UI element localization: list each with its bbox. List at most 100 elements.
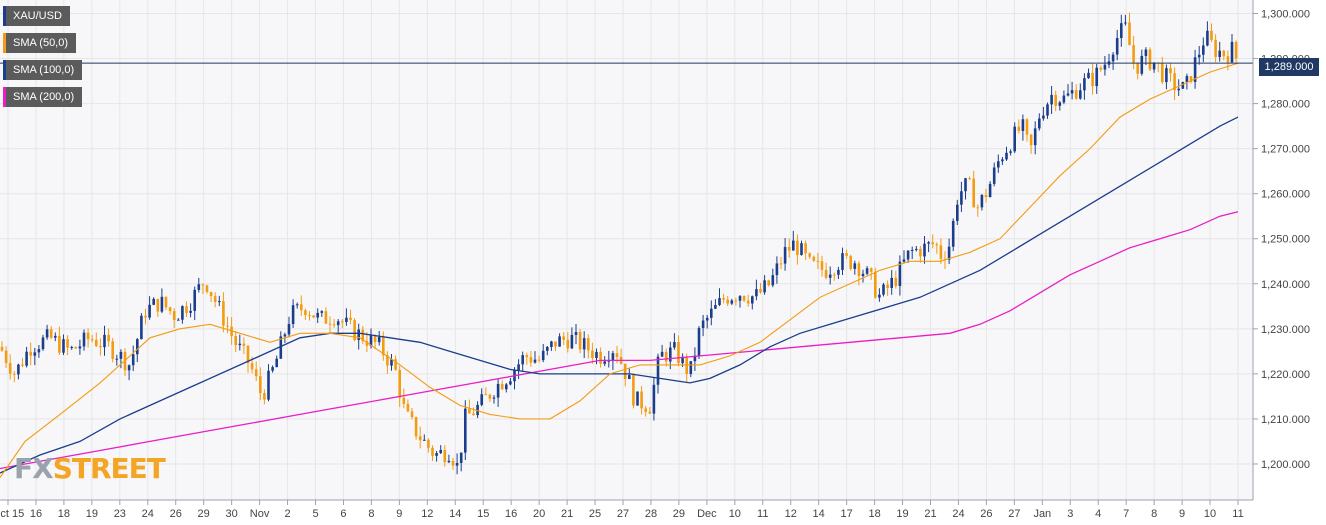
x-tick-label: 26 xyxy=(170,508,182,520)
y-tick-label: 1,240.000 xyxy=(1261,279,1310,291)
legend-item-sma-200[interactable]: SMA (200,0) xyxy=(3,87,83,107)
candle-body xyxy=(386,355,389,366)
candle-body xyxy=(923,243,926,257)
x-tick-label: 20 xyxy=(533,508,545,520)
candle-body xyxy=(41,337,45,350)
candle-body xyxy=(271,367,274,371)
candle-body xyxy=(1009,151,1012,153)
x-tick-label: 29 xyxy=(198,508,210,520)
candle-body xyxy=(951,220,955,247)
legend-label: SMA (100,0) xyxy=(13,64,75,76)
x-tick-label: Nov xyxy=(250,508,270,520)
candle-body xyxy=(131,354,135,366)
candle-body xyxy=(541,350,545,361)
candle-body xyxy=(140,315,143,340)
candle-body xyxy=(1074,90,1078,99)
candle-body xyxy=(1124,22,1127,24)
candle-body xyxy=(377,337,381,343)
candle-body xyxy=(1189,76,1193,82)
x-tick-label: 18 xyxy=(58,508,70,520)
candle-body xyxy=(95,339,98,347)
candle-body xyxy=(74,347,78,349)
candle-body xyxy=(718,298,721,306)
candle-body xyxy=(443,449,447,463)
candle-body xyxy=(755,289,758,297)
candle-body xyxy=(1140,55,1144,74)
candle-body xyxy=(521,355,524,365)
candle-body xyxy=(185,306,188,313)
candle-body xyxy=(49,329,53,338)
candle-body xyxy=(980,194,984,208)
candle-body xyxy=(103,334,106,348)
candle-body xyxy=(468,408,471,414)
legend-item-sma-50[interactable]: SMA (50,0) xyxy=(3,33,77,53)
candle-body xyxy=(222,301,225,326)
x-tick-label: 15 xyxy=(477,508,489,520)
legend-item-xauusd[interactable]: XAU/USD xyxy=(3,6,70,26)
sma-200-line xyxy=(0,211,1239,470)
x-tick-label: 17 xyxy=(841,508,853,520)
candle-body xyxy=(710,308,713,318)
x-tick-label: 3 xyxy=(1067,508,1073,520)
x-tick-label: 10 xyxy=(1204,508,1216,520)
candle-body xyxy=(1087,72,1090,79)
x-tick-label: 19 xyxy=(896,508,908,520)
candle-body xyxy=(763,280,766,293)
candle-body xyxy=(677,342,680,364)
candle-body xyxy=(1161,63,1164,83)
candle-body xyxy=(328,323,332,325)
x-tick-label: 5 xyxy=(312,508,318,520)
candle-body xyxy=(197,284,201,290)
legend-item-sma-100[interactable]: SMA (100,0) xyxy=(3,60,83,80)
candle-body xyxy=(181,306,184,320)
x-tick-label: 16 xyxy=(30,508,42,520)
candle-body xyxy=(1206,30,1209,46)
candle-body xyxy=(636,391,639,406)
candle-body xyxy=(1185,76,1189,83)
candle-body xyxy=(8,363,12,374)
candle-body xyxy=(70,347,73,349)
candle-body xyxy=(78,346,82,349)
candle-body xyxy=(669,347,672,362)
candle-body xyxy=(1058,102,1062,106)
legend-swatch xyxy=(3,33,6,53)
candle-body xyxy=(1050,94,1053,105)
candle-body xyxy=(320,311,324,313)
candle-body xyxy=(554,341,557,347)
candle-body xyxy=(144,315,147,318)
candle-body xyxy=(238,343,242,346)
candle-body xyxy=(746,300,750,304)
candle-body xyxy=(1021,119,1025,131)
candle-body xyxy=(427,439,430,448)
candle-body xyxy=(738,296,742,301)
candle-body xyxy=(127,365,131,371)
x-tick-label: 2 xyxy=(284,508,290,520)
candle-body xyxy=(550,341,553,347)
candle-body xyxy=(0,346,4,351)
candle-body xyxy=(976,207,980,209)
candle-body xyxy=(1017,126,1021,131)
grid-lines xyxy=(0,0,1253,500)
candle-body xyxy=(1165,68,1168,83)
candle-body xyxy=(828,274,832,278)
y-axis: 1,200.000 1,210.000 1,220.000 1,230.000 1,24… xyxy=(1253,9,1310,471)
x-tick-label: 11 xyxy=(757,508,768,520)
candle-body xyxy=(726,299,729,304)
candle-body xyxy=(115,358,119,360)
candle-body xyxy=(353,320,356,340)
y-tick-label: 1,220.000 xyxy=(1261,369,1310,381)
x-tick-label: 12 xyxy=(421,508,433,520)
candle-body xyxy=(509,381,512,385)
x-tick-label: 16 xyxy=(505,508,517,520)
candle-body xyxy=(369,335,373,346)
legend-label: XAU/USD xyxy=(13,10,62,22)
candle-body xyxy=(484,394,488,396)
y-tick-label: 1,250.000 xyxy=(1261,234,1310,246)
candle-body xyxy=(1144,49,1148,56)
candle-body xyxy=(1111,54,1115,62)
x-tick-label: 21 xyxy=(561,508,573,520)
candle-body xyxy=(246,345,250,364)
candle-body xyxy=(960,191,963,205)
candle-body xyxy=(566,339,570,349)
x-tick-label: Dec xyxy=(697,508,717,520)
